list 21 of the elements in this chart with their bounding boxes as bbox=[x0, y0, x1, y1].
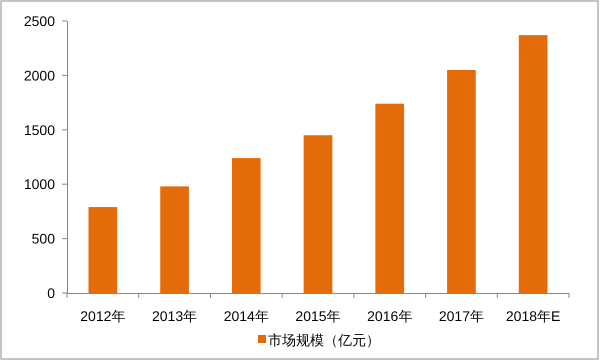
bar bbox=[304, 135, 332, 293]
y-tick-label: 1500 bbox=[24, 122, 56, 138]
y-tick-label: 2000 bbox=[24, 67, 56, 84]
bar bbox=[232, 158, 261, 293]
x-tick-label: 2015年 bbox=[295, 308, 341, 324]
bar bbox=[375, 104, 404, 293]
bar bbox=[88, 207, 118, 293]
x-tick-label: 2017年 bbox=[438, 308, 484, 324]
bar bbox=[447, 70, 476, 293]
x-tick-label: 2013年 bbox=[152, 308, 198, 324]
x-tick-label: 2012年 bbox=[80, 308, 126, 324]
x-tick-label: 2018年E bbox=[506, 308, 560, 324]
x-tick-label: 2014年 bbox=[224, 308, 269, 324]
y-tick-label: 0 bbox=[47, 285, 56, 301]
y-tick-label: 2500 bbox=[24, 13, 56, 29]
bar bbox=[160, 186, 189, 293]
bar bbox=[518, 35, 548, 293]
y-tick-label: 500 bbox=[32, 230, 56, 247]
x-tick-label: 2016年 bbox=[367, 308, 412, 324]
y-tick-label: 1000 bbox=[24, 176, 56, 192]
legend-label: 市场规模（亿元） bbox=[268, 332, 380, 348]
